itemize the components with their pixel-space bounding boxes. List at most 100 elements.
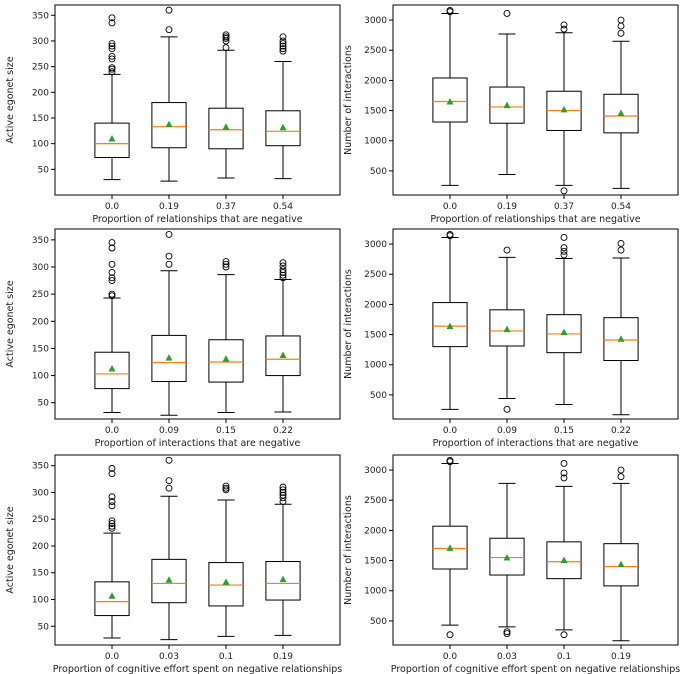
x-tick-label: 0.22 <box>273 426 293 436</box>
mean-marker <box>279 351 287 358</box>
outlier-point <box>617 22 625 30</box>
outlier-point <box>279 45 287 53</box>
mean-marker <box>108 365 116 372</box>
chart-panel-1: 50 100 150 200 250 300 350 0.0 0.19 0.37 0.54 Propo… <box>5 4 341 225</box>
outlier-point <box>279 259 287 267</box>
x-tick-label: 0.0 <box>105 426 120 436</box>
box-2 <box>151 230 187 416</box>
y-tick-label: 300 <box>32 488 49 498</box>
outlier-point <box>446 631 454 639</box>
outlier-point <box>108 52 116 60</box>
mean-marker <box>222 355 230 362</box>
x-tick-label: 0.09 <box>159 426 179 436</box>
outlier-point <box>108 464 116 472</box>
outlier-point <box>108 517 116 525</box>
y-tick-label: 100 <box>32 140 49 150</box>
outlier-point <box>108 239 116 247</box>
x-tick-label: 0.37 <box>554 202 574 212</box>
outlier-point <box>108 14 116 22</box>
x-tick-label: 0.15 <box>216 426 236 436</box>
outlier-point <box>617 29 625 37</box>
y-tick-label: 3000 <box>364 466 387 476</box>
box-4 <box>603 466 639 642</box>
outlier-point <box>165 252 173 260</box>
mean-marker <box>165 354 173 361</box>
iqr-box <box>265 110 301 147</box>
mean-marker <box>446 322 454 330</box>
x-tick-label: 0.19 <box>159 202 179 212</box>
chart-panel-4: 500 1000 1500 2000 2500 3000 0.0 0.09 0.15 0.22 Pr… <box>343 228 679 449</box>
outlier-point <box>560 459 568 467</box>
y-tick-label: 1500 <box>364 557 387 567</box>
mean-marker <box>503 325 511 333</box>
outlier-point <box>279 37 287 45</box>
chart-panel-5: 50 100 150 200 250 300 350 0.0 0.03 0.1 0.19 Propor… <box>5 454 342 674</box>
outlier-point <box>165 456 173 464</box>
outlier-point <box>108 520 116 527</box>
box-4 <box>265 259 301 413</box>
y-tick-label: 250 <box>32 63 49 73</box>
y-tick-label: 3000 <box>364 16 387 26</box>
x-tick-label: 0.0 <box>105 652 120 662</box>
y-tick-label: 500 <box>370 617 387 627</box>
outlier-point <box>108 493 116 501</box>
x-axis-label: Proportion of cognitive effort spent on … <box>391 664 680 674</box>
y-tick-label: 1500 <box>364 331 387 341</box>
outlier-point <box>165 26 173 34</box>
outlier-point <box>560 247 568 255</box>
x-axis-label: Proportion of cognitive effort spent on … <box>53 664 342 674</box>
y-tick-label: 1500 <box>364 107 387 117</box>
y-axis-label: Active egonet size <box>5 56 16 143</box>
x-tick-label: 0.0 <box>443 426 458 436</box>
x-tick-label: 0.1 <box>219 652 233 662</box>
mean-marker <box>560 105 568 113</box>
y-tick-label: 50 <box>38 399 50 409</box>
plot-frame <box>392 228 679 420</box>
y-tick-label: 2500 <box>364 46 387 56</box>
outlier-point <box>108 502 116 510</box>
outlier-point <box>503 9 511 17</box>
outlier-point <box>279 262 287 270</box>
box-1 <box>94 464 130 639</box>
outlier-point <box>279 489 287 496</box>
y-tick-label: 150 <box>32 344 49 354</box>
box-4 <box>603 16 639 189</box>
outlier-point <box>617 466 625 474</box>
y-tick-label: 1000 <box>364 361 387 371</box>
y-axis-label: Number of interactions <box>343 269 354 379</box>
mean-marker <box>446 98 454 105</box>
outlier-point <box>108 470 116 478</box>
x-tick-label: 0.1 <box>557 652 571 662</box>
outlier-point <box>165 6 173 14</box>
box-4 <box>603 240 639 416</box>
outlier-point <box>560 469 568 477</box>
mean-marker <box>108 135 116 142</box>
plot-frame <box>392 454 679 646</box>
outlier-point <box>617 246 625 254</box>
y-tick-label: 200 <box>32 88 49 98</box>
x-tick-label: 0.15 <box>554 426 574 436</box>
outlier-point <box>279 274 287 282</box>
box-3 <box>546 21 582 195</box>
outlier-point <box>222 263 230 271</box>
outlier-point <box>108 42 116 50</box>
x-axis-label: Proportion of relationships that are neg… <box>430 214 640 225</box>
outlier-point <box>503 246 511 254</box>
box-2 <box>151 456 187 641</box>
outlier-point <box>279 271 287 279</box>
outlier-point <box>222 31 230 39</box>
chart-panel-2: 500 1000 1500 2000 2500 3000 0.0 0.19 0.37 0.54 Pr… <box>343 4 679 225</box>
box-1 <box>94 14 130 181</box>
outlier-point <box>279 483 287 491</box>
outlier-point <box>446 456 454 464</box>
x-tick-label: 0.0 <box>443 652 458 662</box>
outlier-point <box>108 19 116 27</box>
plot-frame <box>392 4 679 196</box>
mean-marker <box>617 109 625 116</box>
y-tick-label: 200 <box>32 317 49 327</box>
outlier-point <box>560 21 568 29</box>
outlier-point <box>279 47 287 55</box>
outlier-point <box>222 482 230 490</box>
x-tick-label: 0.22 <box>611 426 631 436</box>
outlier-point <box>108 244 116 252</box>
